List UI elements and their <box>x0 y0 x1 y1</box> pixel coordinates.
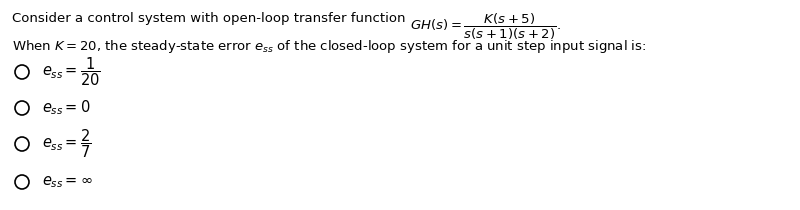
Text: $e_{ss} = \dfrac{1}{20}$: $e_{ss} = \dfrac{1}{20}$ <box>42 56 101 88</box>
Text: When $K = 20$, the steady-state error $e_{ss}$ of the closed-loop system for a u: When $K = 20$, the steady-state error $e… <box>12 38 646 55</box>
Text: $GH(s) = \dfrac{K(s+5)}{s(s+1)(s+2)}$.: $GH(s) = \dfrac{K(s+5)}{s(s+1)(s+2)}$. <box>410 12 561 42</box>
Text: Consider a control system with open-loop transfer function: Consider a control system with open-loop… <box>12 12 410 25</box>
Text: $e_{ss} = \infty$: $e_{ss} = \infty$ <box>42 174 93 190</box>
Text: $e_{ss} = 0$: $e_{ss} = 0$ <box>42 99 90 117</box>
Text: $e_{ss} = \dfrac{2}{7}$: $e_{ss} = \dfrac{2}{7}$ <box>42 128 91 160</box>
